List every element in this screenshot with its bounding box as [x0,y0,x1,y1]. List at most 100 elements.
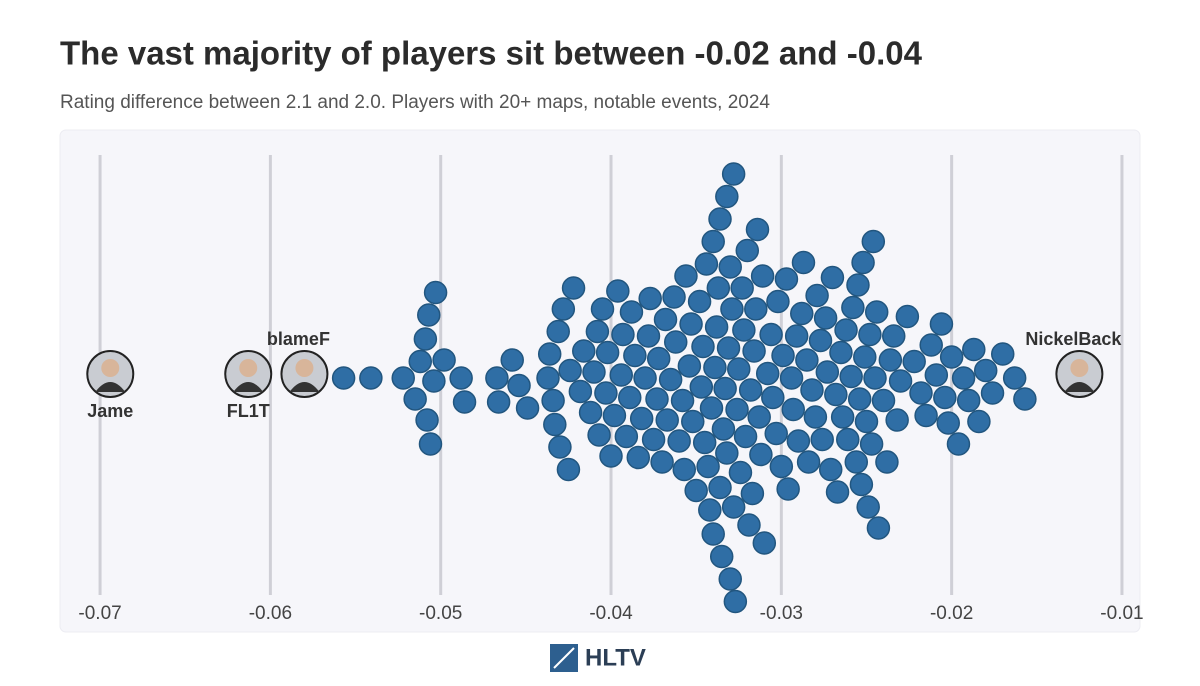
dot [614,424,639,449]
dot [895,304,920,329]
dot [594,381,618,405]
dot [536,366,560,390]
dot [708,475,732,500]
dot [423,280,448,305]
dot [750,264,775,288]
dot [408,349,433,374]
dot [737,513,761,537]
dot [618,385,642,410]
dot [515,396,540,420]
dot [561,276,586,300]
dot [548,435,572,459]
dot [841,295,865,320]
dot [967,409,991,434]
dot [728,460,753,485]
dot [747,405,771,429]
dot [796,450,821,474]
dot [771,343,795,368]
dot [359,366,383,390]
source-logo: HLTV [550,644,646,672]
dot [415,408,439,432]
chart-subtitle: Rating difference between 2.1 and 2.0. P… [60,92,770,113]
dot [708,207,732,231]
dot [629,406,654,431]
dot [839,364,863,389]
dot [694,252,719,276]
dot [847,387,872,411]
dot [633,366,657,390]
dot [704,315,729,339]
dot [939,345,964,369]
dot [715,184,739,209]
dot [784,324,809,348]
dot [973,358,998,383]
dot [755,361,780,386]
dot [846,273,870,297]
dot [568,379,593,404]
dot [888,369,913,393]
dot [779,366,804,390]
dot [813,306,838,330]
chart-title: The vast majority of players sit between… [60,35,923,72]
dot [824,382,848,407]
dot [749,442,773,467]
dot [672,457,697,482]
dot [720,297,744,321]
dot [795,348,819,372]
dot [681,409,705,434]
dot [658,367,683,392]
player-label: NickelBack [1025,329,1122,349]
dot [582,360,606,384]
dot [810,427,834,452]
player-avatar [280,350,329,398]
dot [766,289,790,314]
dot [543,412,567,437]
dot [500,348,524,372]
dot [776,477,800,501]
dot [1013,387,1037,411]
dot [781,397,806,422]
avatar-head [101,359,120,377]
dot [919,333,943,357]
dot [871,388,896,413]
dot [738,378,763,402]
dot [858,322,882,347]
dot [962,337,986,362]
dot [692,430,717,455]
x-tick-label: -0.06 [249,603,292,624]
dot [572,339,596,363]
dot [774,267,799,291]
avatar-body [289,382,320,392]
dot [875,450,899,474]
dot [759,322,783,347]
dot [820,265,845,290]
dot [684,478,708,503]
dot [791,250,816,275]
avatar-body [1064,382,1095,392]
dot [980,381,1005,405]
dot [650,450,674,474]
dot [698,498,722,522]
dot [718,255,742,279]
dot [718,567,742,591]
dot [590,297,615,321]
dot [653,307,678,332]
logo-stroke [553,647,575,669]
dot [769,454,794,479]
x-tick-label: -0.04 [589,603,633,624]
dot [546,319,570,344]
dot [689,375,714,399]
dot [677,354,702,378]
dot [844,450,869,474]
dot [537,342,562,366]
dot [721,495,746,519]
dot [626,445,651,470]
dot [623,343,647,368]
dot [713,376,737,401]
dot [699,396,724,420]
dot [951,366,976,390]
dot [723,589,748,614]
dot [638,286,662,311]
dot [790,301,814,326]
dot [727,357,751,381]
